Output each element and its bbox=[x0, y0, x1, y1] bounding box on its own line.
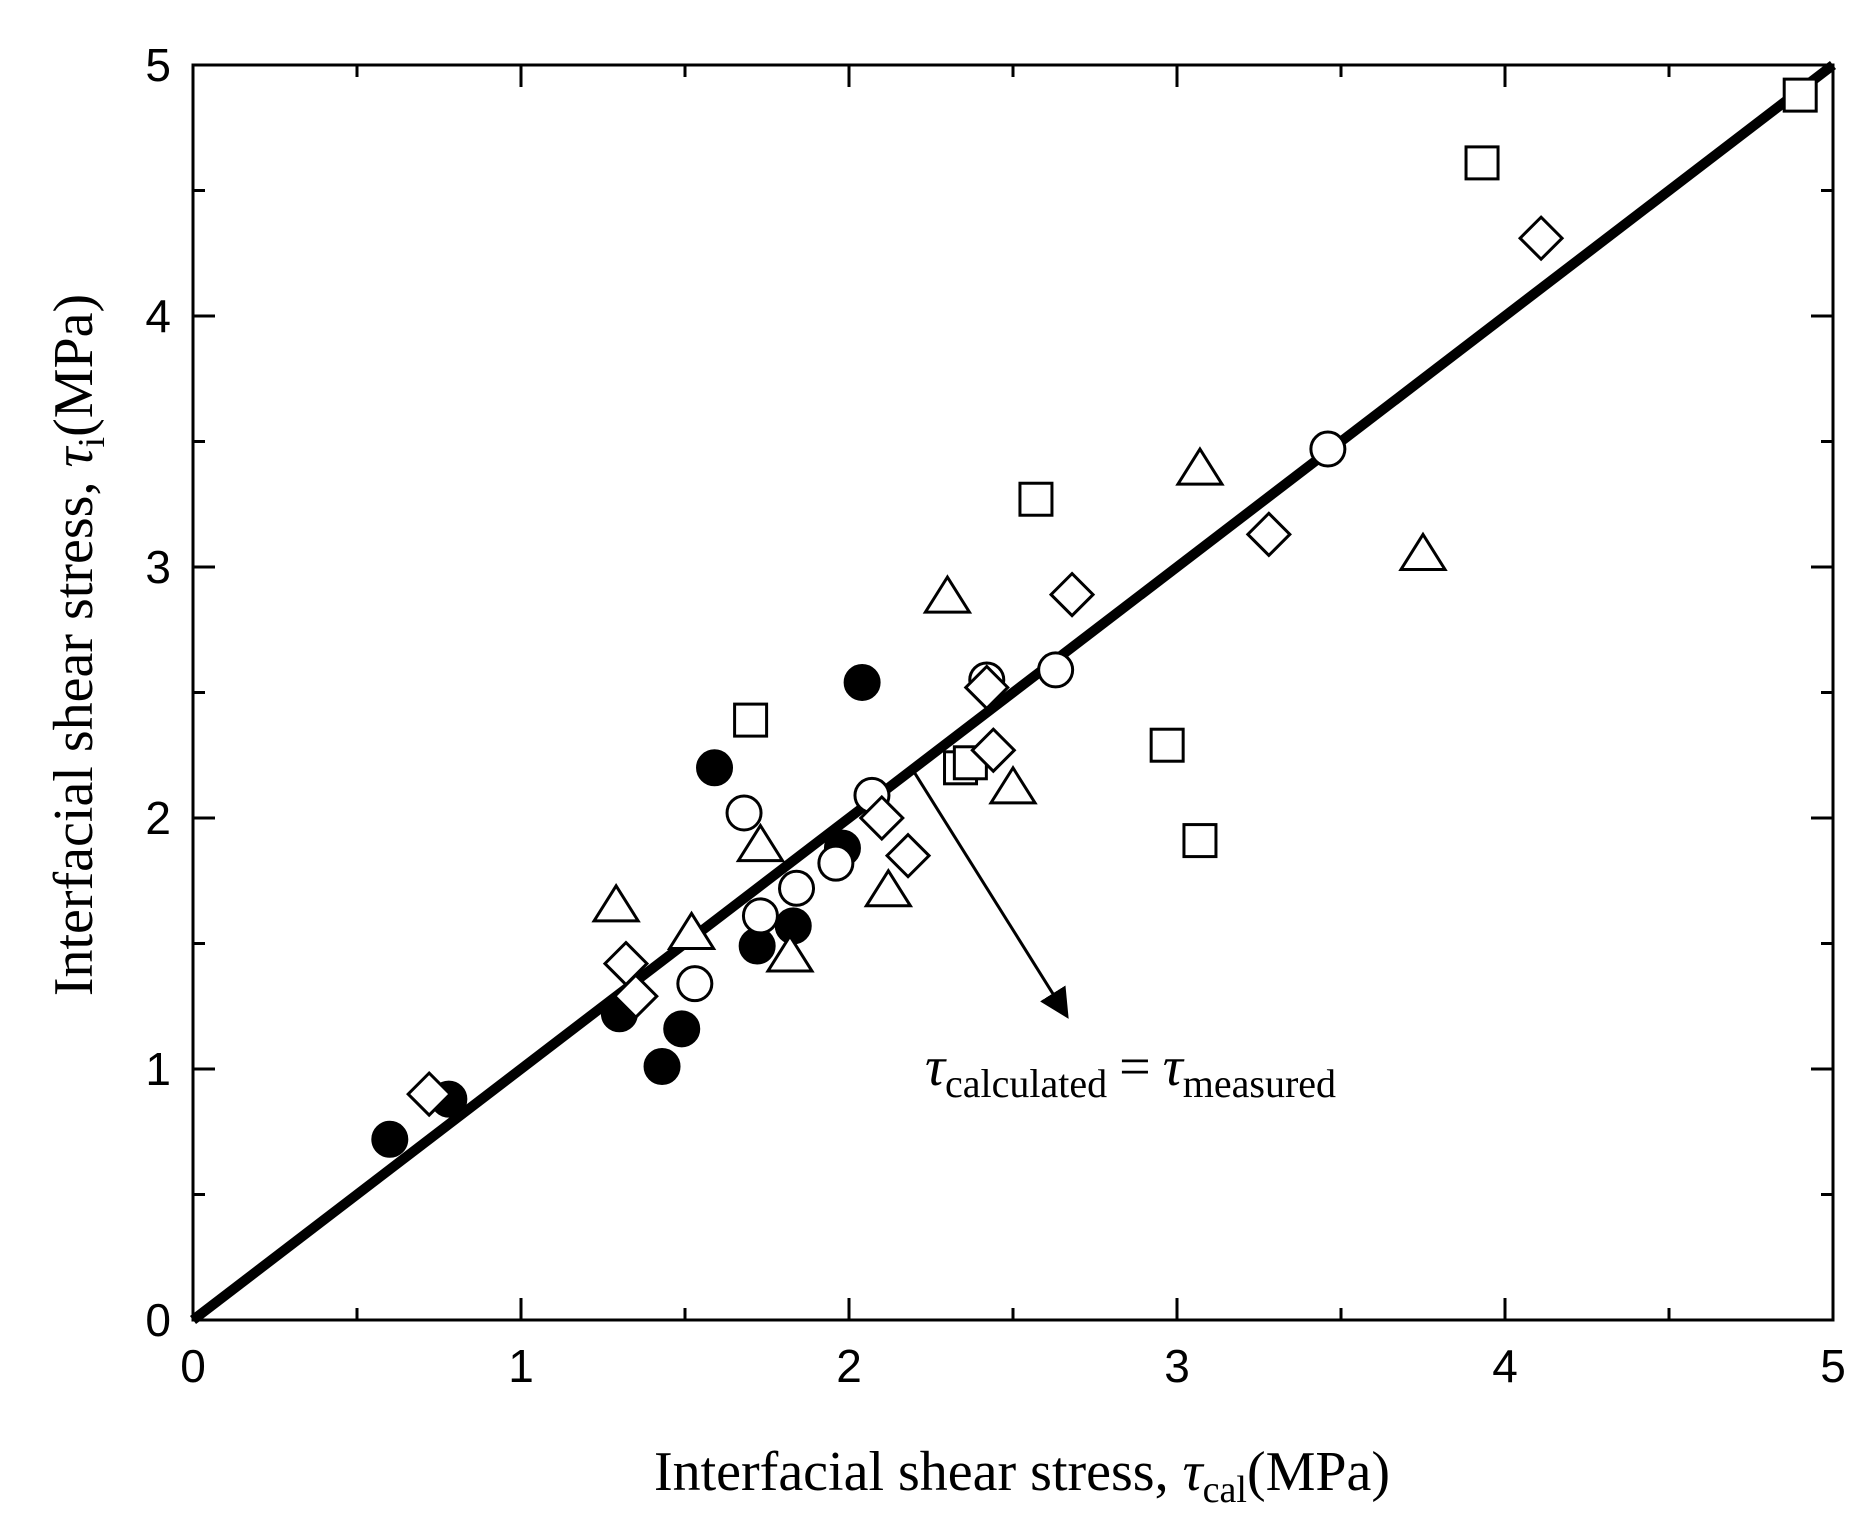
reference-line-layer bbox=[189, 61, 1837, 1324]
y-axis-title: Interfacial shear stress, τi(MPa) bbox=[43, 294, 113, 996]
y-tick-label: 4 bbox=[145, 290, 171, 342]
data-point-open-square bbox=[1149, 727, 1185, 763]
data-point-open-square bbox=[1782, 77, 1818, 113]
data-point-open-diamond bbox=[406, 1070, 453, 1118]
y-tick-label: 3 bbox=[145, 541, 171, 593]
y-axis-title-prefix: Interfacial shear stress, bbox=[43, 468, 105, 997]
annotation-symbol-2: τ bbox=[1163, 1036, 1185, 1098]
data-point-open-triangle bbox=[735, 822, 786, 863]
x-tick-label: 4 bbox=[1492, 1340, 1518, 1392]
y-tick-label: 5 bbox=[145, 39, 171, 91]
data-point-open-circle bbox=[1037, 651, 1075, 689]
x-tick-label: 3 bbox=[1164, 1340, 1190, 1392]
y-tick-label: 0 bbox=[145, 1294, 171, 1346]
annotation-subscript-measured: measured bbox=[1183, 1061, 1336, 1106]
annotation-arrow bbox=[913, 772, 1069, 1019]
y-tick-label: 2 bbox=[145, 792, 171, 844]
x-axis-title-symbol: τ bbox=[1183, 1441, 1205, 1503]
data-point-open-diamond bbox=[1245, 511, 1292, 558]
data-point-filled-circle bbox=[738, 927, 776, 965]
data-point-filled-circle bbox=[696, 749, 734, 787]
data-point-open-diamond bbox=[1048, 571, 1096, 618]
data-point-open-triangle bbox=[765, 933, 815, 973]
data-point-open-triangle bbox=[666, 910, 717, 950]
data-point-open-square bbox=[1464, 145, 1500, 181]
annotation-subscript-calculated: calculated bbox=[945, 1061, 1107, 1106]
axes-layer: 0 1 2 3 4 5 0 1 2 3 4 5 bbox=[145, 39, 1845, 1392]
data-point-open-circle bbox=[676, 965, 714, 1003]
annotation-symbol-1: τ bbox=[925, 1036, 947, 1098]
data-point-open-circle bbox=[1309, 430, 1347, 468]
data-point-open-square bbox=[733, 702, 769, 738]
data-point-open-circle bbox=[817, 844, 855, 882]
data-point-open-triangle bbox=[1398, 531, 1448, 571]
data-point-open-circle bbox=[725, 794, 763, 832]
equality-annotation: τcalculated = τmeasured bbox=[925, 1036, 1336, 1106]
x-axis-title-prefix: Interfacial shear stress, bbox=[654, 1441, 1183, 1503]
y-axis-title-suffix: (MPa) bbox=[43, 294, 105, 437]
data-point-open-triangle bbox=[922, 574, 973, 614]
data-point-open-square bbox=[1182, 823, 1218, 859]
data-point-filled-circle bbox=[371, 1120, 409, 1158]
data-point-open-triangle bbox=[988, 765, 1038, 805]
data-point-open-circle bbox=[778, 869, 816, 907]
data-point-filled-circle bbox=[663, 1010, 701, 1048]
data-point-open-square bbox=[1018, 481, 1054, 517]
data-point-open-triangle bbox=[1175, 446, 1225, 486]
y-axis-title-subscript: i bbox=[71, 437, 113, 448]
x-tick-label: 5 bbox=[1820, 1340, 1846, 1392]
data-points-layer bbox=[371, 77, 1818, 1158]
reference-line-1to1 bbox=[189, 61, 1837, 1324]
x-tick-label: 1 bbox=[508, 1340, 534, 1392]
x-axis-title-suffix: (MPa) bbox=[1247, 1441, 1390, 1503]
data-point-filled-circle bbox=[774, 907, 812, 945]
annotation-equals: = bbox=[1119, 1036, 1151, 1098]
x-axis-title: Interfacial shear stress, τcal(MPa) bbox=[654, 1441, 1390, 1511]
x-tick-label: 0 bbox=[180, 1340, 206, 1392]
data-point-open-triangle bbox=[863, 867, 914, 908]
data-point-open-triangle bbox=[591, 883, 641, 923]
y-axis-title-symbol: τ bbox=[43, 446, 105, 468]
data-point-filled-circle bbox=[843, 663, 881, 701]
data-point-filled-circle bbox=[643, 1047, 681, 1085]
x-axis-title-subscript: cal bbox=[1203, 1469, 1247, 1511]
data-point-open-diamond bbox=[970, 727, 1017, 774]
x-tick-label: 2 bbox=[836, 1340, 862, 1392]
data-point-open-diamond bbox=[963, 664, 1010, 711]
data-point-open-diamond bbox=[858, 794, 905, 842]
y-tick-label: 1 bbox=[145, 1043, 171, 1095]
data-point-open-circle bbox=[741, 897, 779, 935]
data-point-open-diamond bbox=[1517, 215, 1565, 262]
data-point-open-diamond bbox=[612, 973, 659, 1020]
data-point-open-diamond bbox=[884, 832, 932, 879]
